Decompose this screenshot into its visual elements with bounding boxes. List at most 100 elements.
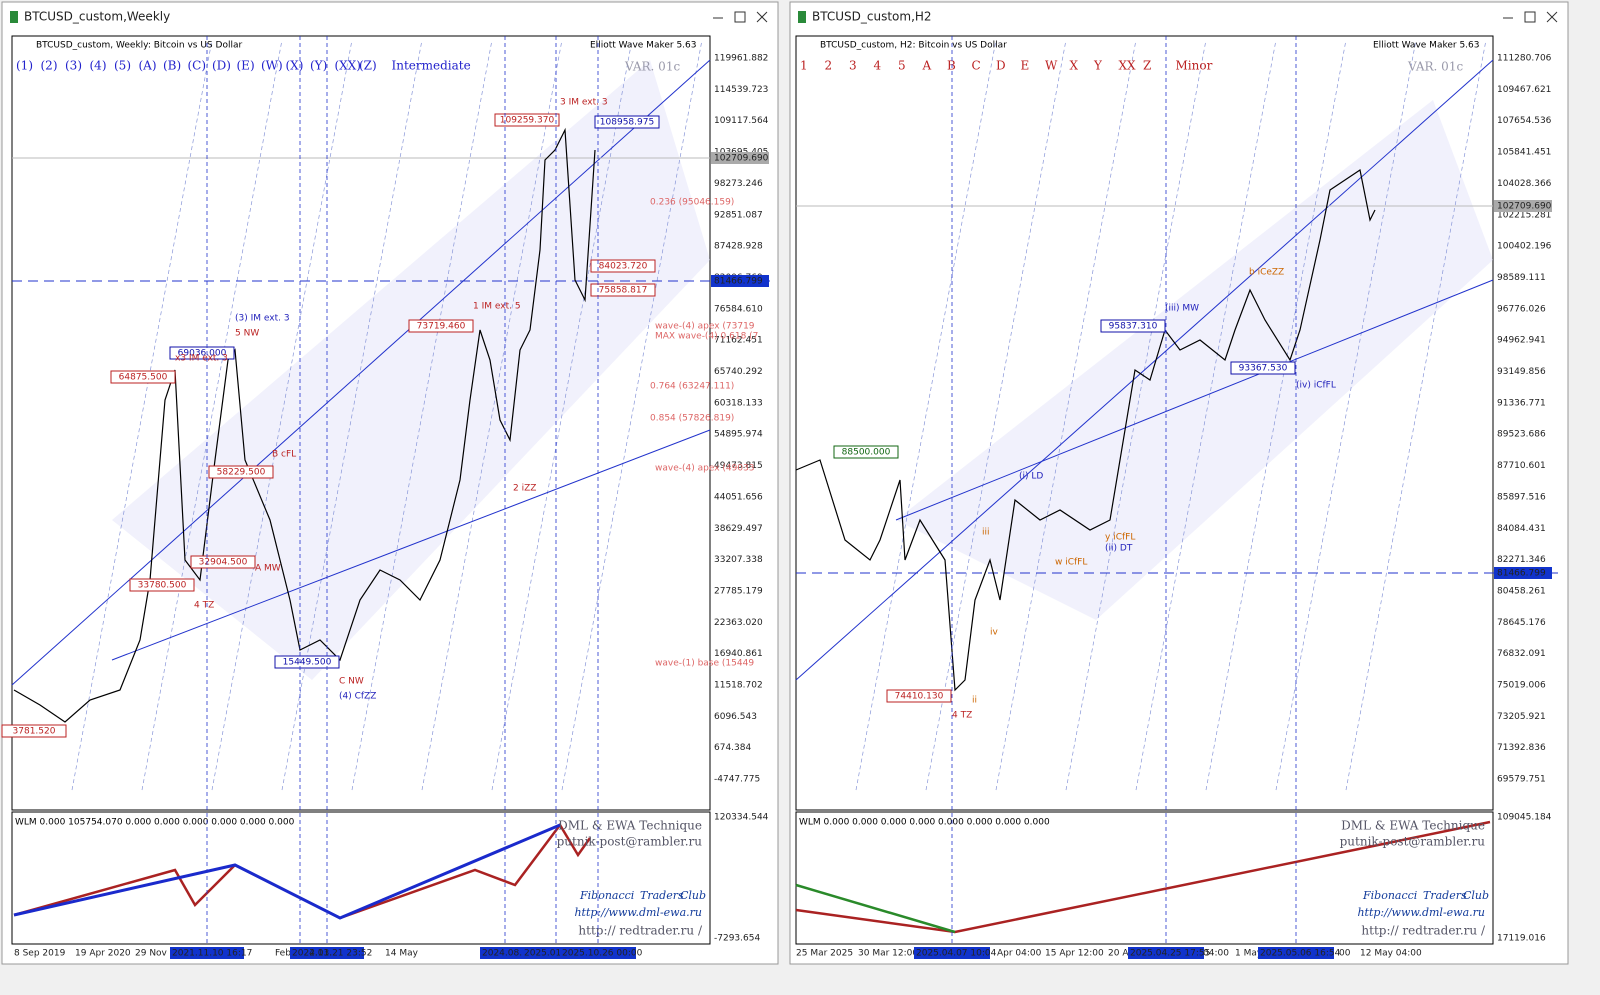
annotation-box <box>208 465 274 479</box>
window-button[interactable] <box>1522 9 1538 25</box>
wave-button[interactable]: (Y) <box>310 59 327 73</box>
fib-line <box>1135 39 1277 791</box>
wave-button[interactable]: (Z) <box>359 59 377 73</box>
price-label: 69579.751 <box>1497 775 1546 785</box>
watermark: putnik-post@rambler.ru <box>1340 835 1486 849</box>
wave-button[interactable]: 3 <box>849 59 857 73</box>
annotation: 73719.460 <box>417 322 466 332</box>
wave-button[interactable]: (3) <box>65 59 82 73</box>
window-button[interactable] <box>1500 9 1516 25</box>
close-icon <box>1546 11 1558 23</box>
wave-button[interactable]: (B) <box>163 59 181 73</box>
window-title: BTCUSD_custom,H2 <box>812 10 932 24</box>
degree-label[interactable]: Minor <box>1176 59 1213 73</box>
annotation: 84023.720 <box>599 262 648 272</box>
time-tag <box>170 947 244 959</box>
wave-button[interactable]: D <box>996 59 1006 73</box>
time-label: 8 Sep 2019 <box>14 949 66 959</box>
annotation-box <box>1 724 67 738</box>
price-line <box>13 127 596 723</box>
annotation: 1 IM ext. 5 <box>473 302 521 312</box>
annotation-box <box>590 283 656 297</box>
wave-button[interactable]: B <box>947 59 956 73</box>
wave-button[interactable]: (2) <box>41 59 58 73</box>
time-tag-label: 2025.04.25 17:55 <box>1130 949 1210 959</box>
price-tag-label: 81466.799 <box>714 277 763 287</box>
wave-button[interactable]: (A) <box>139 59 157 73</box>
chart-header: BTCUSD_custom, H2: Bitcoin vs US Dollar <box>820 41 1007 51</box>
price-label: 87428.928 <box>714 242 763 252</box>
wave-button[interactable]: W <box>1045 59 1058 73</box>
wave-button[interactable]: 5 <box>898 59 906 73</box>
price-label: 60318.133 <box>714 398 763 408</box>
wave-button[interactable]: X <box>1070 59 1079 73</box>
indicator-pane <box>795 811 1494 945</box>
wave-button[interactable]: (C) <box>188 59 207 73</box>
price-label: 111280.706 <box>1497 54 1552 64</box>
wave-button[interactable]: 2 <box>825 59 833 73</box>
price-label: 109467.621 <box>1497 85 1551 95</box>
price-label: 76584.610 <box>714 304 763 314</box>
time-tag <box>480 947 530 959</box>
price-label: 84084.431 <box>1497 524 1546 534</box>
annotation-box <box>590 259 656 273</box>
wave-button[interactable]: (XX) <box>335 59 361 73</box>
watermark: DML & EWA Technique <box>558 819 702 833</box>
annotation: wave-(4) apex (73719 <box>655 322 755 332</box>
fib-line <box>1345 39 1487 791</box>
annotation-box <box>408 319 474 333</box>
window-button[interactable] <box>732 9 748 25</box>
price-label: 98273.246 <box>714 179 763 189</box>
wave-button[interactable]: (1) <box>16 59 33 73</box>
wave-button[interactable]: (W) <box>261 59 283 73</box>
annotation: y iCfFL <box>1105 533 1135 543</box>
wave-button[interactable]: C <box>972 59 981 73</box>
wave-button[interactable]: XX <box>1119 59 1137 73</box>
wave-button[interactable]: E <box>1021 59 1030 73</box>
degree-label[interactable]: Intermediate <box>392 59 471 73</box>
time-label: 15 Apr 12:00 <box>1045 949 1104 959</box>
annotation: 2 iZZ <box>513 484 536 494</box>
watermark: http://www.dml-ewa.ru <box>1357 906 1485 919</box>
time-tag <box>1258 947 1334 959</box>
watermark: Club <box>680 889 706 902</box>
time-tag-label: 2025.05.06 16:54 <box>1260 949 1341 959</box>
wave-button[interactable]: 4 <box>874 59 882 73</box>
close-icon <box>756 11 768 23</box>
wave-button[interactable]: 1 <box>800 59 808 73</box>
fib-line <box>561 39 703 791</box>
annotation-box <box>594 115 660 129</box>
fib-line <box>211 39 353 791</box>
window-button[interactable] <box>710 9 726 25</box>
price-label: 82271.346 <box>1497 555 1546 565</box>
price-tag-label: 102709.690 <box>1497 202 1552 212</box>
wave-button[interactable]: (5) <box>114 59 131 73</box>
maximize-icon <box>734 11 746 23</box>
wave-button[interactable]: (4) <box>90 59 107 73</box>
annotation: x3 IM ext. 3 <box>175 354 228 364</box>
annotation: (i) LD <box>1019 472 1043 482</box>
annotation-box <box>833 445 899 459</box>
wave-button[interactable]: A <box>922 59 932 73</box>
time-tag-label: 2022.11.21 23:52 <box>292 949 372 959</box>
annotation: B cFL <box>272 450 296 460</box>
ea-label: Elliott Wave Maker 5.63 <box>1373 41 1479 51</box>
time-tag-label: 2024.03. <box>292 949 332 959</box>
annotation-box <box>1230 361 1296 375</box>
indicator-axis-label: -7293.654 <box>714 934 760 944</box>
watermark: http://www.dml-ewa.ru <box>574 906 702 919</box>
fib-line <box>351 39 493 791</box>
price-label: 102215.281 <box>1497 210 1551 220</box>
annotation: 3 IM ext. 3 <box>560 98 608 108</box>
price-label: 104028.366 <box>1497 179 1552 189</box>
price-label: 119961.882 <box>714 54 768 64</box>
wave-button[interactable]: Z <box>1143 59 1151 73</box>
wave-button[interactable]: (E) <box>237 59 255 73</box>
wave-button[interactable]: (D) <box>212 59 231 73</box>
wave-button[interactable]: Y <box>1093 59 1103 73</box>
wave-button[interactable]: (X) <box>286 59 304 73</box>
time-tag-label: 2025.10.26 00:00 <box>562 949 643 959</box>
price-label: 49473.815 <box>714 461 763 471</box>
fib-line <box>1205 39 1347 791</box>
annotation: 58229.500 <box>217 468 266 478</box>
